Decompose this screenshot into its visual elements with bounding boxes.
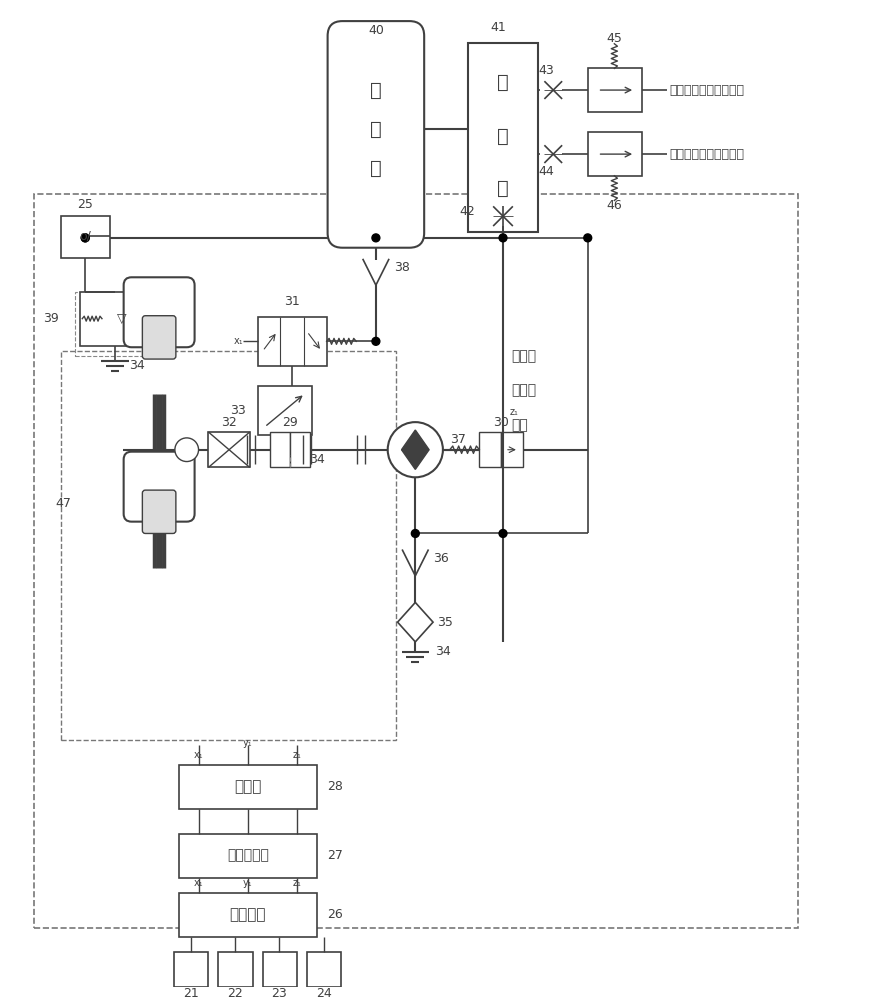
Text: 21: 21 xyxy=(183,987,199,1000)
FancyBboxPatch shape xyxy=(142,316,176,359)
Text: 37: 37 xyxy=(450,433,466,446)
Text: 23: 23 xyxy=(271,987,287,1000)
Circle shape xyxy=(81,234,89,242)
Text: 43: 43 xyxy=(539,64,555,77)
Bar xyxy=(588,132,642,176)
Bar xyxy=(174,952,208,987)
Bar xyxy=(60,216,110,258)
Text: 34: 34 xyxy=(309,453,324,466)
Text: x₁: x₁ xyxy=(233,336,243,346)
Text: y₁: y₁ xyxy=(243,738,253,748)
Text: 25: 25 xyxy=(78,198,93,211)
Bar xyxy=(307,952,342,987)
Bar xyxy=(34,735,798,745)
Text: 启动，: 启动， xyxy=(511,384,536,398)
Bar xyxy=(208,432,249,467)
Text: 器: 器 xyxy=(370,159,382,178)
Text: z₁: z₁ xyxy=(509,407,518,417)
Text: 39: 39 xyxy=(43,312,58,325)
Text: 29: 29 xyxy=(283,416,298,429)
Circle shape xyxy=(175,438,199,462)
Text: x₁: x₁ xyxy=(194,750,203,760)
Text: z₁: z₁ xyxy=(293,878,302,888)
Text: 34: 34 xyxy=(435,645,451,658)
Polygon shape xyxy=(401,450,429,469)
Text: 至盘式制动器液压系统: 至盘式制动器液压系统 xyxy=(670,148,745,161)
Circle shape xyxy=(372,234,380,242)
Text: 至汽车: 至汽车 xyxy=(511,349,536,363)
Text: 能: 能 xyxy=(370,120,382,139)
Text: o/: o/ xyxy=(79,229,92,242)
Bar xyxy=(60,351,396,740)
Text: y₁: y₁ xyxy=(243,878,253,888)
Polygon shape xyxy=(398,602,433,642)
FancyBboxPatch shape xyxy=(124,277,194,347)
Text: ▽: ▽ xyxy=(117,312,126,325)
Bar xyxy=(80,292,149,346)
Bar xyxy=(34,194,798,928)
Bar xyxy=(480,432,501,467)
Text: 35: 35 xyxy=(437,616,453,629)
Circle shape xyxy=(388,422,443,477)
Text: 36: 36 xyxy=(433,552,449,565)
Text: 蓄: 蓄 xyxy=(370,81,382,100)
Text: 变压器: 变压器 xyxy=(234,779,262,794)
Text: 42: 42 xyxy=(460,205,475,218)
Bar xyxy=(501,432,522,467)
Text: 30: 30 xyxy=(493,416,509,429)
Text: 22: 22 xyxy=(227,987,243,1000)
Text: 27: 27 xyxy=(327,849,343,862)
FancyBboxPatch shape xyxy=(124,452,194,522)
FancyBboxPatch shape xyxy=(142,490,176,533)
FancyBboxPatch shape xyxy=(328,21,424,248)
Text: x₁: x₁ xyxy=(194,878,203,888)
Text: 34: 34 xyxy=(130,359,146,372)
Bar xyxy=(467,43,539,232)
Text: 33: 33 xyxy=(230,404,246,417)
Text: 至转向器液压助力系统: 至转向器液压助力系统 xyxy=(670,84,745,97)
Circle shape xyxy=(81,234,89,242)
Text: 46: 46 xyxy=(606,199,623,212)
Text: 45: 45 xyxy=(606,32,623,45)
Text: 31: 31 xyxy=(284,295,300,308)
Text: 加速: 加速 xyxy=(511,418,528,432)
Bar xyxy=(290,432,310,467)
Bar xyxy=(179,893,317,937)
Circle shape xyxy=(499,234,507,242)
Text: 油: 油 xyxy=(497,127,509,146)
Text: 28: 28 xyxy=(327,780,343,793)
Text: 电控单元: 电控单元 xyxy=(229,907,266,922)
Text: 分: 分 xyxy=(497,73,509,92)
Circle shape xyxy=(583,234,592,242)
Text: 40: 40 xyxy=(368,24,384,37)
Bar xyxy=(218,952,253,987)
Text: 32: 32 xyxy=(221,416,237,429)
Text: 26: 26 xyxy=(327,908,343,921)
Bar xyxy=(179,834,317,878)
Bar xyxy=(588,68,642,112)
Polygon shape xyxy=(401,430,429,450)
Circle shape xyxy=(499,530,507,537)
Text: 44: 44 xyxy=(539,165,555,178)
Bar xyxy=(270,432,290,467)
Bar xyxy=(262,952,297,987)
Bar xyxy=(75,292,159,356)
Bar xyxy=(257,386,312,435)
Circle shape xyxy=(412,530,419,537)
Bar xyxy=(257,317,327,366)
Circle shape xyxy=(372,337,380,345)
Text: 38: 38 xyxy=(393,261,410,274)
Text: 中间继电器: 中间继电器 xyxy=(227,849,269,863)
Text: 47: 47 xyxy=(56,497,72,510)
Text: 器: 器 xyxy=(497,179,509,198)
Text: 41: 41 xyxy=(490,21,506,34)
Bar xyxy=(179,765,317,809)
Text: z₁: z₁ xyxy=(293,750,302,760)
Text: 24: 24 xyxy=(316,987,331,1000)
